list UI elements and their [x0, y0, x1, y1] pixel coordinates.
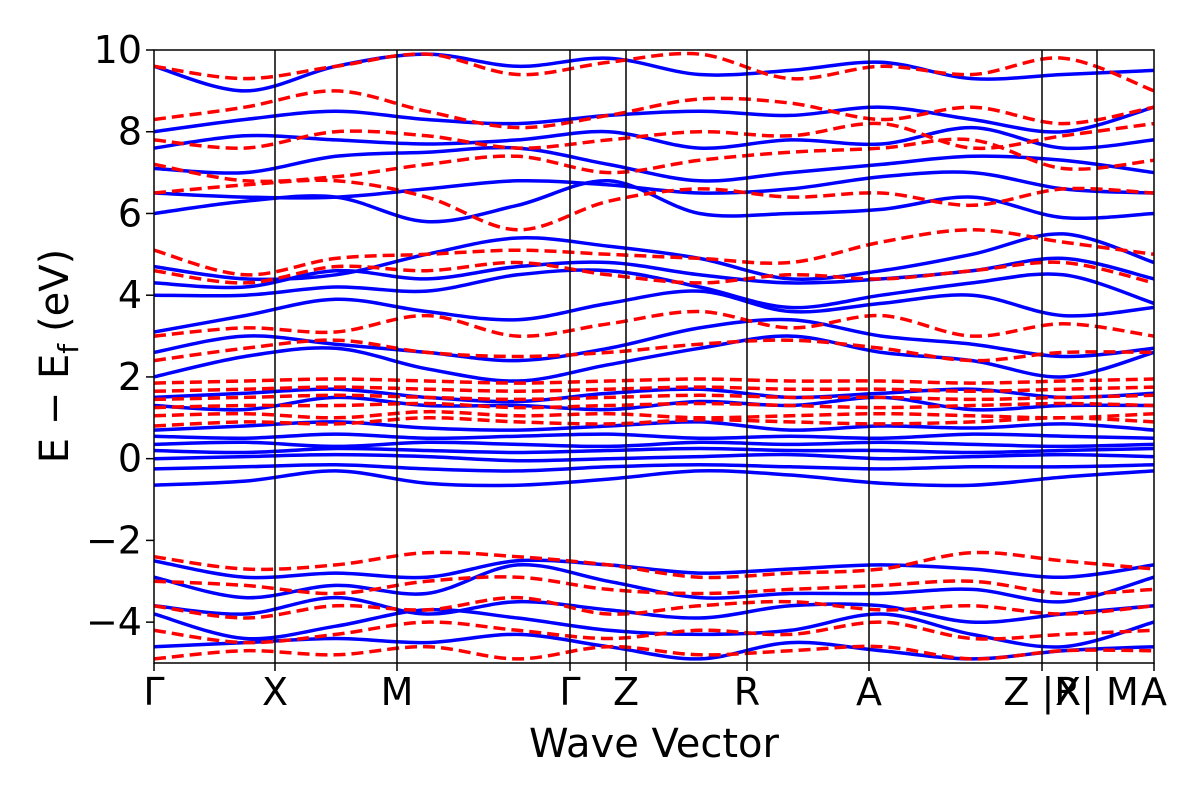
solid-band-line — [154, 145, 1154, 183]
dashed-band-line — [154, 385, 1154, 393]
y-axis-label-unit: (eV) — [32, 249, 78, 332]
x-tick-label: M — [381, 670, 414, 714]
x-tick-label: X| M — [1055, 670, 1139, 715]
bands-layer — [154, 51, 1154, 661]
solid-band-line — [154, 432, 1154, 441]
x-tick-label: A — [856, 670, 882, 714]
y-tick-label: 10 — [94, 28, 142, 72]
solid-band-line — [154, 387, 1154, 404]
y-axis-label: E − Ef (eV) — [32, 249, 85, 464]
solid-band-line — [154, 125, 1154, 151]
y-tick-label: 2 — [118, 355, 142, 399]
y-tick-label: 0 — [118, 437, 142, 481]
high-symmetry-lines — [274, 50, 1098, 663]
dashed-band-line — [154, 228, 1154, 277]
solid-band-line — [154, 595, 1154, 625]
solid-band-line — [154, 395, 1154, 412]
x-tick-label: X — [262, 670, 288, 714]
y-axis-label-main: E − E — [32, 354, 78, 464]
solid-band-line — [154, 452, 1154, 463]
dashed-band-line — [154, 260, 1154, 285]
solid-band-line — [154, 558, 1154, 580]
dashed-band-line — [154, 89, 1154, 130]
plot-frame — [153, 49, 1155, 664]
dashed-band-line — [154, 121, 1154, 151]
solid-band-line — [154, 607, 1154, 649]
y-tick-label: 4 — [118, 273, 142, 317]
dashed-band-line — [154, 393, 1154, 402]
solid-band-line — [154, 232, 1154, 282]
solid-band-line — [154, 289, 1154, 334]
dashed-band-line — [154, 401, 1154, 410]
y-tick-label: 8 — [118, 110, 142, 154]
dashed-band-line — [154, 338, 1154, 363]
solid-band-line — [154, 440, 1154, 449]
x-tick-label: Z — [613, 670, 639, 714]
solid-band-line — [154, 446, 1154, 455]
y-axis-ticks: 10 8 6 4 2 0 −2 −4 — [86, 28, 154, 644]
x-tick-label: Γ — [143, 670, 164, 714]
solid-band-line — [154, 420, 1154, 432]
dashed-band-line — [154, 575, 1154, 596]
dashed-band-line — [154, 409, 1154, 420]
y-axis-label-subscript: f — [52, 343, 85, 354]
dashed-band-line — [154, 51, 1154, 93]
dashed-band-line — [154, 595, 1154, 620]
y-tick-label: −4 — [86, 600, 142, 644]
x-tick-label: R — [734, 670, 760, 714]
solid-band-line — [154, 170, 1154, 200]
solid-band-line — [154, 317, 1154, 363]
dashed-band-line — [154, 309, 1154, 338]
dashed-band-line — [154, 416, 1154, 428]
dashed-band-line — [154, 377, 1154, 385]
dashed-band-line — [154, 550, 1154, 580]
x-axis-label: Wave Vector — [529, 721, 780, 767]
x-tick-label: Γ — [559, 670, 580, 714]
y-tick-label: 6 — [118, 191, 142, 235]
solid-band-line — [154, 268, 1154, 310]
x-tick-label: Z |R — [1003, 670, 1080, 715]
solid-band-line — [154, 562, 1154, 604]
dashed-band-line — [154, 644, 1154, 661]
solid-band-line — [154, 52, 1154, 93]
dashed-band-line — [154, 620, 1154, 645]
solid-band-line — [154, 105, 1154, 134]
x-tick-label: A — [1141, 670, 1167, 714]
dashed-band-line — [154, 137, 1154, 184]
solid-band-line — [154, 463, 1154, 473]
dashed-band-line — [154, 178, 1154, 232]
y-tick-label: −2 — [86, 518, 142, 562]
solid-band-line — [154, 469, 1154, 488]
